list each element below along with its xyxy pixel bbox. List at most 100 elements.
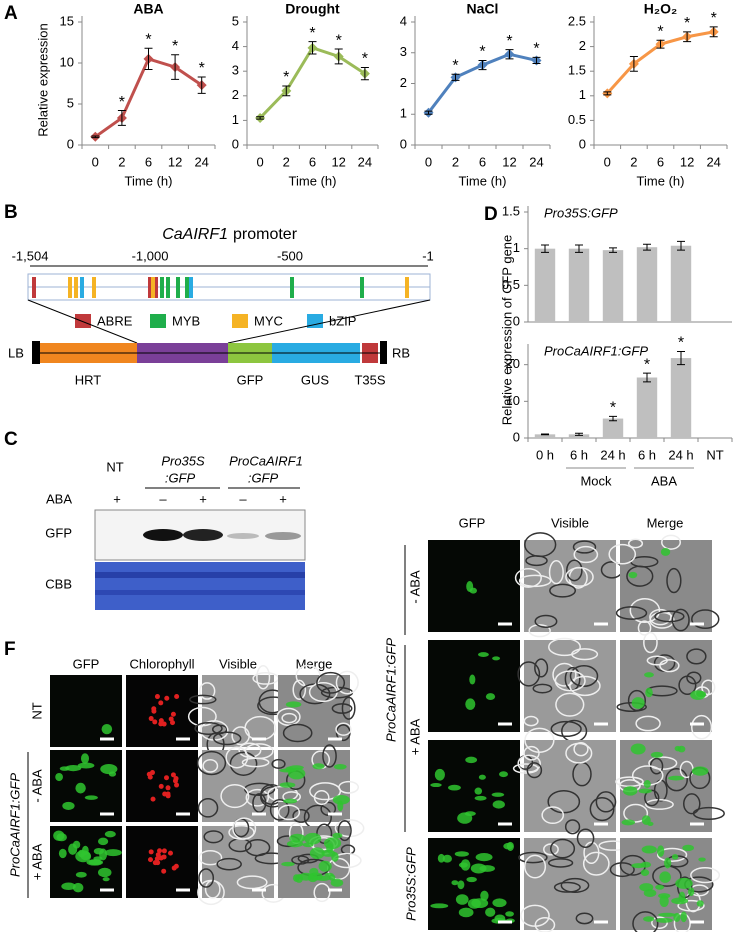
error-bar	[334, 48, 343, 65]
cell-texture	[666, 567, 682, 594]
cell-texture	[225, 746, 249, 769]
gfp-signal	[464, 811, 476, 817]
gfp-signal	[304, 832, 322, 845]
x-tick-label: 6	[479, 154, 486, 169]
cell-texture	[549, 583, 577, 598]
gfp-signal	[72, 882, 84, 893]
gfp-signal	[631, 697, 645, 709]
gfp-signal	[77, 762, 95, 769]
legend-swatch	[75, 314, 91, 328]
gfp-signal	[687, 887, 695, 897]
y-tick-label: 0	[67, 136, 74, 151]
cell-texture	[541, 806, 565, 825]
cell-texture	[534, 614, 558, 628]
significance: *	[199, 60, 205, 77]
sign: –	[159, 491, 167, 506]
cell-texture	[548, 637, 581, 657]
group-label: ABA	[651, 473, 677, 488]
chloroplast	[168, 716, 174, 722]
gfp-signal	[660, 548, 671, 556]
panel-label: D	[484, 204, 498, 225]
chloroplast	[149, 770, 155, 776]
zoom-line	[227, 299, 431, 344]
cell-texture	[276, 707, 301, 726]
gfp-signal	[621, 819, 636, 826]
error-bar	[541, 433, 549, 436]
chloroplast	[151, 708, 157, 714]
legend-label: MYB	[172, 313, 200, 328]
gfp-signal	[455, 894, 469, 905]
cell-texture	[196, 750, 227, 776]
micrograph	[428, 838, 520, 930]
panel-label: A	[4, 3, 18, 24]
error-bar	[629, 55, 638, 72]
error-bar	[360, 67, 369, 81]
cell-texture	[547, 858, 574, 868]
motif	[68, 277, 72, 298]
cell-texture	[645, 799, 674, 810]
zoom-line	[27, 299, 138, 344]
cell-texture	[322, 744, 337, 768]
gfp-signal	[471, 898, 489, 909]
cell-texture	[550, 838, 576, 859]
gfp-signal	[485, 693, 496, 701]
cell-texture	[282, 723, 313, 743]
cell-texture	[627, 538, 644, 549]
cell-texture	[341, 696, 356, 720]
gfp-signal	[61, 882, 76, 891]
gfp-signal	[80, 851, 91, 861]
chart-title: H₂O₂	[644, 1, 677, 17]
cell-texture	[565, 742, 593, 764]
cell-texture	[194, 721, 223, 735]
gfp-signal	[434, 768, 445, 781]
gfp-signal	[657, 845, 665, 857]
y-tick-label: 5	[232, 13, 239, 28]
gfp-signal	[75, 871, 87, 878]
gfp-signal	[474, 795, 487, 801]
cell-texture	[553, 881, 581, 893]
sign: +	[113, 491, 121, 506]
y-tick-label: 2.5	[568, 13, 586, 28]
chloroplast	[147, 857, 153, 863]
chloroplast	[150, 796, 156, 802]
cell-texture	[197, 797, 219, 818]
error-bar	[256, 116, 265, 120]
significance: *	[172, 38, 178, 55]
error-bar	[677, 240, 685, 251]
gfp-signal	[84, 795, 98, 800]
gel-image	[95, 562, 305, 610]
error-bar	[197, 76, 206, 94]
gfp-signal	[58, 848, 67, 859]
x-axis-label: Time (h)	[289, 173, 337, 188]
y-tick-label: 0	[400, 136, 407, 151]
bar	[602, 250, 624, 322]
x-tick-label: 24 h	[668, 447, 693, 462]
cell-texture	[671, 608, 690, 632]
construct-label: Pro35S	[161, 453, 205, 468]
gfp-signal	[332, 832, 343, 839]
gfp-signal	[318, 860, 332, 872]
gfp-signal	[451, 880, 459, 886]
gfp-signal	[658, 893, 671, 899]
gfp-signal	[647, 821, 654, 826]
chloroplast	[158, 700, 164, 706]
gfp-signal	[469, 674, 476, 685]
cell-texture	[198, 849, 223, 866]
lane-label: NT	[106, 459, 123, 474]
gfp-signal	[312, 763, 325, 770]
motif	[290, 277, 294, 298]
micrograph	[126, 826, 198, 898]
gfp-signal	[673, 912, 681, 922]
cell-texture	[313, 790, 330, 806]
error-bar	[144, 47, 153, 71]
cell-texture	[661, 534, 682, 550]
row-label: + ABA	[407, 718, 422, 755]
gfp-signal	[696, 900, 704, 907]
y-tick-label: 2	[232, 87, 239, 102]
gfp-signal	[650, 751, 664, 758]
motif	[80, 277, 84, 298]
cell-texture	[220, 783, 250, 809]
gfp-signal	[505, 911, 514, 917]
motif	[148, 277, 152, 298]
cell-texture	[552, 662, 577, 687]
